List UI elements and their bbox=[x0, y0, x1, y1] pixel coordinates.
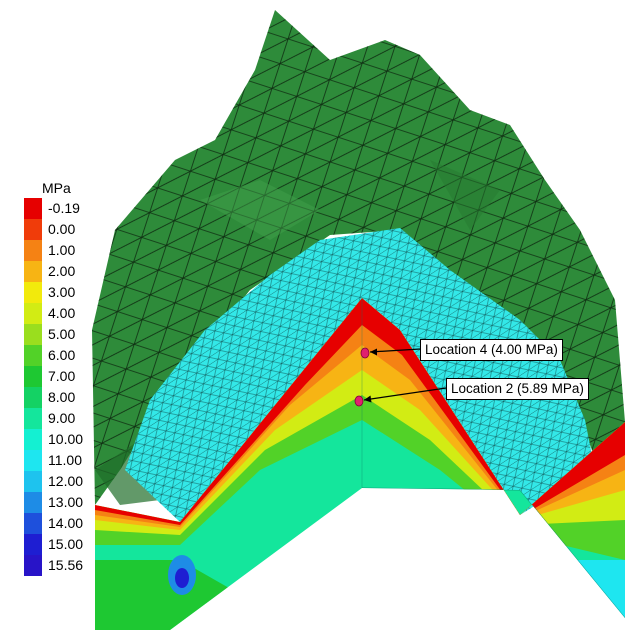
legend-swatch bbox=[24, 303, 42, 324]
location-4-marker bbox=[360, 347, 370, 359]
legend-label: 11.00 bbox=[48, 452, 82, 468]
legend-label: 5.00 bbox=[48, 326, 76, 342]
legend-swatch bbox=[24, 387, 42, 408]
legend-swatch bbox=[24, 261, 42, 282]
legend-label: 2.00 bbox=[48, 263, 76, 279]
location-2-leader bbox=[363, 387, 447, 401]
legend-swatch bbox=[24, 534, 42, 555]
legend-label: 4.00 bbox=[48, 305, 76, 321]
legend-swatch bbox=[24, 513, 42, 534]
legend-swatch bbox=[24, 219, 42, 240]
legend-swatch bbox=[24, 555, 42, 576]
legend-label: 15.00 bbox=[48, 536, 84, 552]
legend-label: 14.00 bbox=[48, 515, 84, 531]
legend-label: 3.00 bbox=[48, 284, 76, 300]
legend-label: 0.00 bbox=[48, 221, 76, 237]
legend-swatch bbox=[24, 198, 42, 219]
legend-unit: MPa bbox=[42, 180, 71, 196]
location-4-leader bbox=[369, 348, 421, 353]
legend-swatch bbox=[24, 366, 42, 387]
location-4-label: Location 4 (4.00 MPa) bbox=[420, 339, 563, 361]
legend-label: 7.00 bbox=[48, 368, 76, 384]
terrain-surface bbox=[92, 10, 625, 505]
location-2-label: Location 2 (5.89 MPa) bbox=[446, 378, 589, 400]
legend-swatch bbox=[24, 324, 42, 345]
legend-swatch bbox=[24, 429, 42, 450]
legend-label: 12.00 bbox=[48, 473, 84, 489]
color-legend: MPa -0.19 0.00 1.00 2.00 3.00 4.00 5.00 6.00 7.0… bbox=[0, 0, 100, 631]
legend-swatch bbox=[24, 408, 42, 429]
legend-swatch bbox=[24, 282, 42, 303]
legend-label: 9.00 bbox=[48, 410, 76, 426]
legend-label: 10.00 bbox=[48, 431, 84, 447]
legend-label: -0.19 bbox=[48, 200, 80, 216]
legend-label: 15.56 bbox=[48, 557, 84, 573]
legend-swatch bbox=[24, 492, 42, 513]
legend-label: 1.00 bbox=[48, 242, 76, 258]
legend-label: 8.00 bbox=[48, 389, 76, 405]
legend-swatch bbox=[24, 240, 42, 261]
legend-swatch bbox=[24, 471, 42, 492]
legend-label: 6.00 bbox=[48, 347, 76, 363]
legend-label: 13.00 bbox=[48, 494, 84, 510]
location-2-marker bbox=[354, 395, 364, 407]
legend-swatch bbox=[24, 345, 42, 366]
fill-mesh bbox=[125, 228, 595, 522]
legend-swatch bbox=[24, 450, 42, 471]
